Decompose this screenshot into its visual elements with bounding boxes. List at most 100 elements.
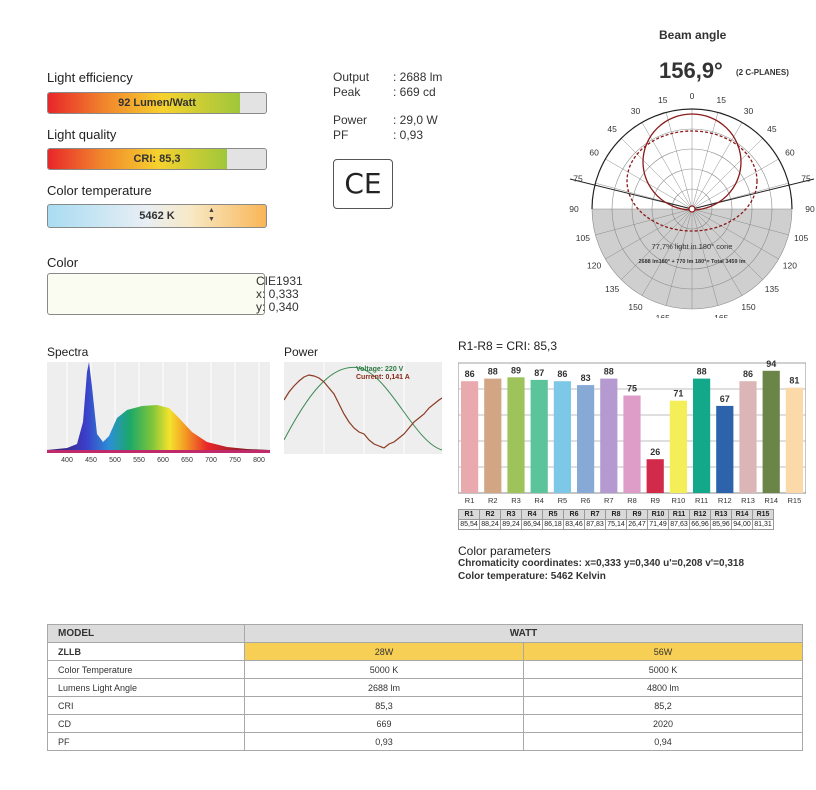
light-efficiency-label: Light efficiency (47, 70, 133, 85)
cri-value-label: 87 (534, 368, 544, 378)
spectra-tick-label: 600 (157, 457, 169, 464)
cri-category-label: R15 (788, 496, 802, 505)
table-row: CRI 85,3 85,2 (47, 696, 803, 715)
color-swatch (47, 273, 265, 315)
row-value-56w: 0,94 (523, 732, 803, 751)
polar-spoke (641, 208, 693, 296)
row-value-28w: 2688 lm (244, 678, 524, 697)
color-parameters-title: Color parameters (458, 544, 551, 558)
cri-bar-r5 (553, 381, 571, 493)
table-row: PF 0,93 0,94 (47, 732, 803, 751)
light-efficiency-value: 92 Lumen/Watt (118, 97, 196, 109)
photometry-power: Power: 29,0 W (333, 113, 438, 127)
polar-grid: 0 15 15 30 30 45 45 60 60 75 75 90 90 105 105 120 120 135… (569, 91, 815, 318)
power-chart: Voltage: 220 V Current: 0,141 A (284, 362, 442, 454)
polar-spoke (691, 208, 763, 280)
row-value-56w: 85,2 (523, 696, 803, 715)
spectra-chart: 400 450 500 550 600 650 700 750 800 (47, 362, 270, 464)
light-efficiency-fill (48, 93, 240, 113)
power-label: Power (284, 345, 319, 359)
polar-angle-label: 150 (628, 302, 642, 312)
polar-angle-label: 45 (767, 124, 777, 134)
cri-bar-r2 (484, 378, 502, 493)
cri-table-header-row: R1 R2 R3 R4 R5 R6 R7 R8 R9 R10 R11 R12 R13 R14 R15 (458, 509, 774, 520)
row-value-28w: 5000 K (244, 660, 524, 679)
spectra-curve (47, 362, 270, 450)
spec-header-row: MODEL WATT (47, 624, 803, 643)
cri-value-label: 86 (743, 369, 753, 379)
cri-bar-r4 (530, 379, 548, 493)
cri-table-value: 89,24 (500, 519, 522, 530)
spectra-tick-label: 400 (61, 457, 73, 464)
cie-y: y: 0,340 (256, 300, 299, 314)
row-value-28w: 0,93 (244, 732, 524, 751)
model-header: MODEL (47, 624, 245, 643)
color-temperature-marker-icon: ▲ ▼ (208, 207, 215, 223)
polar-spoke (621, 208, 693, 280)
table-row: Color Temperature 5000 K 5000 K (47, 660, 803, 679)
intensity-curve-c90 (626, 130, 758, 232)
cri-table-value-row: 85,54 88,24 89,24 86,94 86,18 83,46 87,83 75,14… (458, 519, 774, 530)
polar-spoke (691, 138, 763, 210)
row-label: CD (47, 714, 245, 733)
polar-spoke (595, 208, 693, 236)
cri-bar-r3 (507, 377, 525, 493)
cri-bar-r15 (785, 387, 803, 493)
cri-table-label: R4 (521, 509, 543, 520)
light-quality-bar: CRI: 85,3 (47, 148, 267, 170)
cri-table-value: 87,63 (668, 519, 690, 530)
beam-angle-value: 156,9° (659, 58, 723, 83)
cri-table-label: R14 (731, 509, 753, 520)
light-quality-value: CRI: 85,3 (133, 153, 181, 165)
spectra-ticks: 400 450 500 550 600 650 700 750 800 (61, 457, 265, 464)
cri-values-table: R1 R2 R3 R4 R5 R6 R7 R8 R9 R10 R11 R12 R13 R14 R15 85,… (458, 509, 774, 530)
cri-value-label: 26 (650, 447, 660, 457)
output-value: : 2688 lm (393, 70, 443, 84)
polar-angle-label: 75 (801, 173, 811, 183)
spectra-tick-label: 750 (229, 457, 241, 464)
cri-value-label: 71 (673, 389, 683, 399)
row-label: CRI (47, 696, 245, 715)
spec-model-row: ZLLB 28W 56W (47, 642, 803, 661)
row-label: Lumens Light Angle (47, 678, 245, 697)
polar-spoke (691, 208, 719, 306)
cri-bar-r13 (739, 381, 757, 493)
polar-angle-label: 135 (605, 284, 619, 294)
cri-table-value: 75,14 (605, 519, 627, 530)
cri-category-label: R2 (488, 496, 498, 505)
polar-spoke (665, 112, 693, 210)
cie-label: CIE1931 (256, 274, 303, 288)
cri-table-label: R1 (458, 509, 480, 520)
polar-angle-label: 15 (717, 95, 727, 105)
spectra-tick-label: 700 (205, 457, 217, 464)
polar-angle-label: 15 (658, 95, 668, 105)
polar-angle-label: 90 (569, 204, 579, 214)
cri-category-label: R3 (511, 496, 521, 505)
cri-table-label: R7 (584, 509, 606, 520)
cri-bar-r9 (646, 459, 664, 493)
cri-table-value: 81,31 (752, 519, 774, 530)
cri-table-value: 26,47 (626, 519, 648, 530)
cri-table-value: 85,54 (458, 519, 480, 530)
beam-planes: (2 C-PLANES) (736, 68, 789, 77)
polar-angle-label: 60 (785, 148, 795, 158)
cri-value-label: 86 (465, 369, 475, 379)
cri-table-value: 88,24 (479, 519, 501, 530)
output-key: Output (333, 70, 370, 84)
model-name: ZLLB (47, 642, 245, 661)
cri-bar-r10 (669, 400, 687, 493)
cri-table-label: R11 (668, 509, 690, 520)
cri-category-label: R7 (604, 496, 614, 505)
cri-chart-title: R1-R8 = CRI: 85,3 (458, 339, 558, 353)
color-temperature-value: 5462 K (139, 210, 175, 222)
cri-bar-chart: 86 R1 88 R2 89 R3 87 R4 86 R5 83 R6 88 R7 75 R8 26 R9 71 R1… (458, 359, 806, 505)
cie-block: CIE1931 x: 0,333 y: 0,340 (256, 275, 303, 314)
cri-value-label: 88 (697, 367, 707, 377)
photometry-pf: PF: 0,93 (333, 128, 423, 142)
polar-outline (591, 108, 793, 210)
cri-table-value: 83,46 (563, 519, 585, 530)
variant-56w: 56W (523, 642, 803, 661)
polar-angle-label: 30 (744, 106, 754, 116)
ce-mark-icon: CE (333, 159, 393, 209)
beam-center-text: 77,7% light in 180° cone (652, 242, 733, 251)
